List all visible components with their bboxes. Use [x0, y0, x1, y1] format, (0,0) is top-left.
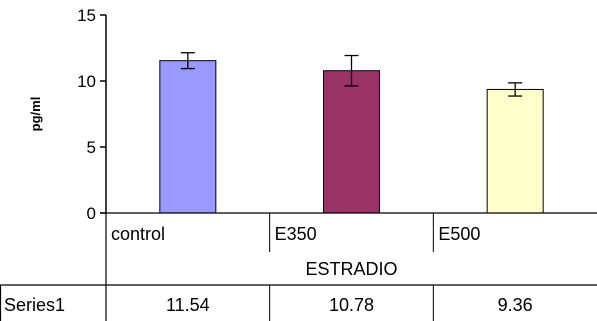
group-label: ESTRADIO — [305, 259, 397, 279]
y-tick-label: 15 — [77, 6, 96, 25]
series-name: Series1 — [4, 295, 65, 315]
data-table-value: 11.54 — [166, 295, 210, 315]
y-tick-label: 10 — [77, 72, 96, 91]
category-label: E350 — [275, 224, 317, 244]
chart-axes: 0 5 10 15 — [77, 6, 107, 223]
category-label: E500 — [438, 224, 480, 244]
data-table-value: 10.78 — [329, 295, 374, 315]
y-tick-label: 0 — [87, 204, 96, 223]
data-table: control 11.54 E350 10.78 E500 9.36 ESTRADIO Ser… — [0, 212, 597, 321]
y-tick-label: 5 — [87, 138, 96, 157]
data-table-value: 9.36 — [498, 295, 533, 315]
bar-control — [159, 60, 217, 214]
bar-e500 — [486, 88, 544, 214]
bar-e350 — [323, 70, 380, 214]
y-axis-label: pg/ml — [28, 97, 43, 132]
chart-bars — [159, 52, 544, 214]
category-label: control — [111, 224, 165, 244]
